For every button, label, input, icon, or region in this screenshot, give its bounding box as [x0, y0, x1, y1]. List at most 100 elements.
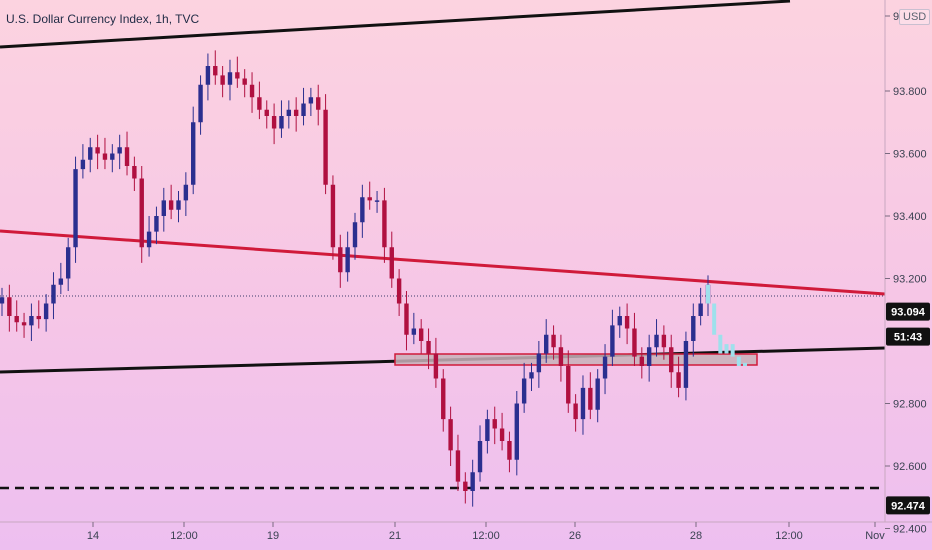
candle-body	[65, 247, 71, 279]
candle	[242, 69, 247, 98]
candle	[154, 206, 159, 245]
candle-body	[249, 84, 255, 98]
candle-body	[220, 75, 225, 85]
candle-body	[580, 387, 586, 420]
candle	[426, 328, 431, 370]
candle-body	[176, 200, 181, 210]
price-badge[interactable]: 93.094	[886, 302, 930, 321]
candle	[286, 100, 292, 129]
candle-body	[669, 347, 674, 373]
candle-body	[514, 403, 519, 460]
candle	[345, 231, 350, 282]
candle	[271, 103, 277, 145]
candle-body	[691, 316, 696, 341]
time-tick-label: 26	[569, 530, 581, 542]
candle-body	[124, 147, 130, 166]
candle-body	[529, 372, 534, 379]
candle-body	[58, 278, 64, 285]
projection-candle	[706, 284, 710, 304]
candle	[168, 184, 174, 220]
candle-body	[301, 103, 306, 116]
candle-body	[88, 147, 93, 160]
currency-badge[interactable]: USD	[899, 9, 931, 25]
red-resistance-trendline[interactable]	[0, 229, 886, 296]
candle	[14, 300, 19, 332]
candle	[676, 356, 681, 398]
candle-body	[411, 328, 417, 335]
candle	[536, 341, 542, 388]
candle	[624, 303, 630, 345]
candle-body	[426, 341, 431, 354]
candle	[418, 319, 424, 354]
price-tick-label: 93.200	[893, 274, 927, 286]
candle	[654, 319, 659, 357]
projection-candle	[718, 334, 723, 354]
candle	[29, 303, 34, 341]
candle-body	[455, 450, 461, 482]
candle-body	[382, 200, 387, 248]
time-tick-label: Nov	[865, 530, 885, 542]
candle	[433, 337, 439, 388]
candle	[639, 347, 645, 379]
candle	[521, 362, 527, 413]
candle-body	[117, 147, 122, 154]
candle	[610, 309, 615, 366]
candle-body	[477, 441, 483, 473]
candle-body	[316, 97, 321, 110]
candle-body	[507, 441, 512, 460]
candle-body	[227, 72, 233, 85]
candle-body	[639, 356, 645, 366]
candle-body	[676, 372, 681, 388]
candle	[132, 156, 137, 191]
candle-body	[235, 72, 240, 79]
candle-body	[492, 419, 497, 429]
candle	[646, 334, 652, 382]
candle	[36, 300, 41, 329]
candle	[698, 287, 703, 326]
candle	[88, 137, 93, 173]
candle-body	[146, 231, 152, 248]
candle-body	[698, 303, 703, 316]
price-badge[interactable]: 51:43	[886, 327, 930, 346]
candle-body	[566, 366, 571, 404]
candle-body	[323, 109, 328, 185]
candle	[58, 262, 64, 295]
candle	[293, 97, 299, 132]
candle-body	[0, 297, 5, 304]
projection-candle	[736, 356, 741, 366]
candle	[396, 269, 402, 316]
candle	[602, 344, 608, 395]
candle	[661, 325, 667, 360]
candle-body	[73, 169, 78, 248]
price-badge[interactable]: 92.474	[886, 496, 930, 515]
candle-body	[345, 247, 350, 273]
candle	[573, 394, 578, 432]
candle	[492, 406, 497, 445]
candle	[411, 312, 417, 345]
candle	[176, 191, 181, 223]
candle	[227, 59, 233, 101]
candle-body	[80, 159, 86, 170]
candle	[367, 181, 372, 210]
candle-body	[441, 378, 446, 420]
candle-body	[183, 184, 189, 201]
candle-body	[374, 200, 380, 202]
candle	[235, 56, 240, 88]
candle-body	[338, 247, 343, 273]
candles-group	[0, 50, 711, 507]
price-tick-label: 92.600	[893, 461, 927, 473]
candle	[102, 137, 108, 170]
candle-body	[646, 347, 652, 366]
candle-body	[367, 197, 372, 201]
projection-candle	[712, 303, 717, 335]
price-tick-label: 93.800	[893, 86, 927, 98]
candle	[323, 94, 328, 195]
candle-body	[198, 84, 203, 123]
candle-body	[551, 334, 556, 348]
upper-channel-trendline[interactable]	[0, 0, 791, 49]
support-zone-box[interactable]	[394, 353, 758, 366]
candle	[588, 372, 593, 420]
candle	[507, 431, 512, 473]
